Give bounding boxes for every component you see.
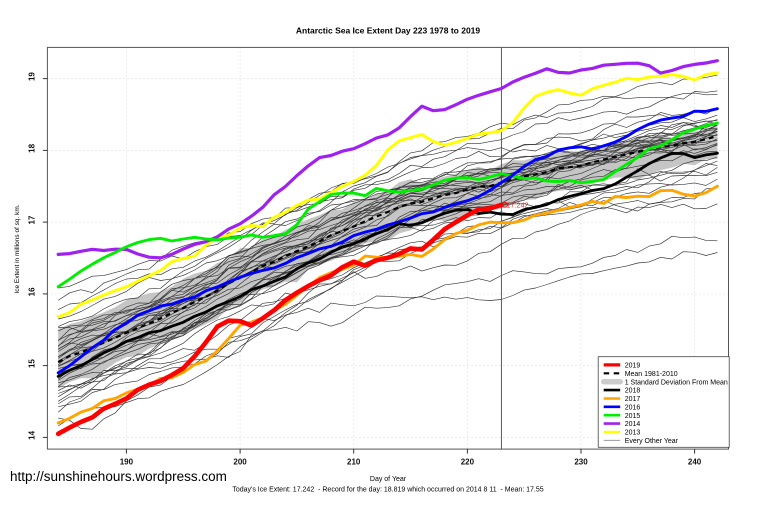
- svg-text:2016: 2016: [625, 404, 641, 411]
- svg-text:2018: 2018: [625, 388, 641, 395]
- svg-text:18: 18: [28, 143, 37, 152]
- svg-text:17.242: 17.242: [507, 200, 529, 209]
- svg-text:190: 190: [120, 458, 134, 467]
- svg-text:1 Standard Deviation From Mean: 1 Standard Deviation From Mean: [625, 379, 728, 386]
- svg-text:Ice Extent in millions of sq.: Ice Extent in millions of sq. km.: [14, 204, 21, 293]
- svg-text:2015: 2015: [625, 413, 641, 420]
- svg-text:210: 210: [347, 458, 361, 467]
- svg-text:Antarctic Sea Ice Extent Day 2: Antarctic Sea Ice Extent Day 223 1978 to…: [296, 26, 481, 36]
- svg-text:16: 16: [28, 287, 37, 296]
- svg-text:19: 19: [28, 72, 37, 81]
- svg-text:17: 17: [28, 215, 37, 224]
- svg-text:Today's Ice Extent: 17.242 -: Today's Ice Extent: 17.242 - Record for …: [232, 487, 543, 494]
- svg-text:200: 200: [233, 458, 247, 467]
- svg-text:230: 230: [574, 458, 588, 467]
- svg-text:220: 220: [461, 458, 475, 467]
- svg-text:240: 240: [688, 458, 702, 467]
- svg-text:2013: 2013: [625, 430, 641, 437]
- svg-text:14: 14: [28, 430, 37, 439]
- svg-text:2017: 2017: [625, 396, 641, 403]
- svg-text:http://sunshinehours.wordpress: http://sunshinehours.wordpress.com: [10, 469, 227, 484]
- svg-text:2019: 2019: [625, 363, 641, 370]
- svg-text:Mean 1981-2010: Mean 1981-2010: [625, 371, 678, 378]
- svg-text:Day of Year: Day of Year: [370, 476, 407, 483]
- svg-text:15: 15: [28, 359, 37, 368]
- svg-text:2014: 2014: [625, 421, 641, 428]
- svg-text:Every Other Year: Every Other Year: [625, 438, 679, 445]
